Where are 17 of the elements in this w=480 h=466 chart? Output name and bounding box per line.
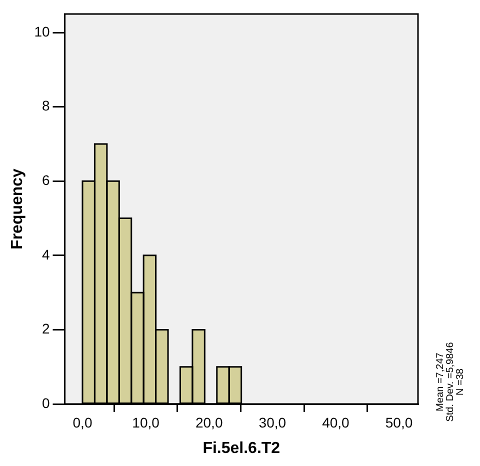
x-tick-label: 10,0 (132, 414, 160, 430)
x-tick-label: 30,0 (258, 414, 286, 430)
text: N =38 (454, 368, 466, 396)
x-tick-label: 40,0 (322, 414, 350, 430)
y-tick-label: 6 (42, 172, 50, 188)
text: Mean =7,247 (434, 352, 446, 412)
x-tick-label: 50,0 (385, 414, 413, 430)
x-axis-title: Fi.5el.6.T2 (202, 440, 280, 457)
x-tick-label: 20,0 (195, 414, 223, 430)
y-axis-title: Frequency (9, 168, 26, 250)
y-tick-label: 2 (42, 320, 50, 337)
y-tick-label: 8 (42, 98, 50, 114)
y-tick-label: 4 (42, 246, 50, 262)
x-tick-label: 0,0 (72, 414, 92, 430)
y-tick-label: 0 (42, 394, 50, 411)
y-tick-label: 10 (34, 23, 50, 40)
text: Std. Dev. =5,9846 (444, 342, 456, 422)
